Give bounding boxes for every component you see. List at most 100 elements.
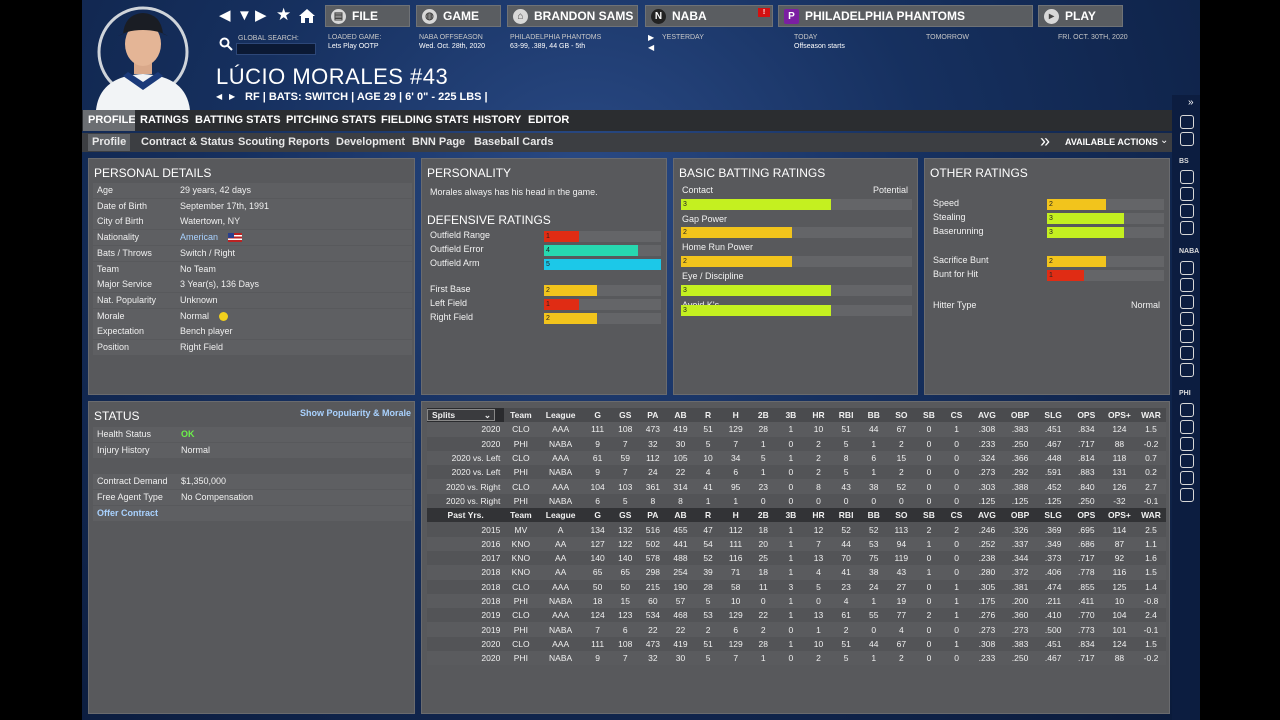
right-margin: [1200, 0, 1280, 720]
batting-rating-bar: 3: [681, 199, 912, 210]
diamond-icon[interactable]: [1180, 278, 1194, 292]
transfer-icon[interactable]: [1180, 454, 1194, 468]
expand-chevron-icon[interactable]: »: [1040, 131, 1051, 151]
stats-cell: 122: [618, 538, 633, 549]
stats-cell: 1: [954, 424, 959, 435]
rating-bar: 2: [1047, 199, 1164, 210]
personal-row: Date of Birth September 17th, 1991: [93, 198, 412, 214]
health-value: OK: [181, 429, 195, 439]
mail-icon[interactable]: [1180, 187, 1194, 201]
free-agent-value: No Compensation: [181, 492, 254, 502]
play-button[interactable]: ▸ PLAY: [1038, 5, 1123, 27]
stats-header: Team: [510, 410, 532, 421]
search-icon[interactable]: [1180, 204, 1194, 218]
home-icon[interactable]: [1180, 170, 1194, 184]
stats-cell: 2020 vs. Left: [451, 467, 501, 478]
dollar-icon[interactable]: [1180, 471, 1194, 485]
back-arrow-icon[interactable]: ◀: [219, 7, 231, 24]
baseball-icon[interactable]: [1180, 329, 1194, 343]
manager-button[interactable]: ⌂ BRANDON SAMS: [507, 5, 638, 27]
globe-icon: ◍: [422, 9, 437, 24]
stats-cell: 2: [816, 653, 821, 664]
diamond-icon[interactable]: [1180, 437, 1194, 451]
league-button[interactable]: N NABA !: [645, 5, 773, 27]
tab-pitching-stats[interactable]: PITCHING STATS: [281, 110, 382, 131]
stats-cell: .308: [978, 638, 996, 649]
tab-profile[interactable]: PROFILE: [83, 110, 141, 131]
splits-select-box[interactable]: Splits ⌄: [427, 409, 495, 422]
stats-cell: 2.4: [1145, 610, 1157, 621]
stats-header: OPS+: [1107, 510, 1131, 521]
globe-icon[interactable]: [1180, 132, 1194, 146]
stats-cell: AA: [554, 538, 567, 549]
stats-cell: 0: [926, 581, 932, 592]
search-icon[interactable]: [219, 37, 233, 56]
personal-row-value: Unknown: [180, 294, 218, 305]
gear-icon[interactable]: [1180, 488, 1194, 502]
stats-header: Team: [510, 510, 532, 521]
home-icon[interactable]: [298, 8, 316, 29]
stats-cell: .276: [978, 610, 996, 621]
stats-cell: .303: [978, 481, 996, 492]
stats-cell: 22: [675, 467, 686, 478]
star-icon[interactable]: ★: [276, 5, 292, 24]
sidebar-expand-icon[interactable]: »: [1188, 97, 1194, 108]
actions-chevron-icon[interactable]: ⌄: [1160, 135, 1169, 146]
tab-history[interactable]: HISTORY: [468, 110, 527, 131]
stats-cell: 18: [592, 596, 603, 606]
subtab-bnn-page[interactable]: BNN Page: [412, 136, 466, 148]
tab-editor[interactable]: EDITOR: [523, 110, 575, 131]
stats-cell: AA: [554, 553, 567, 564]
past-row: 2019 CLO AAA 124 123 534 468 53 129 22 1 13 61 55 77 2 1…: [427, 608, 1166, 623]
lineup-icon[interactable]: [1180, 420, 1194, 434]
stats-cell: .834: [1078, 638, 1095, 649]
stats-cell: KNO: [511, 567, 531, 578]
subtab-scouting-reports[interactable]: Scouting Reports: [238, 136, 330, 148]
available-actions-button[interactable]: AVAILABLE ACTIONS: [1065, 137, 1158, 147]
chart-icon[interactable]: [1180, 312, 1194, 326]
stats-cell: 0: [898, 495, 904, 506]
gear-icon[interactable]: [1180, 221, 1194, 235]
file-button[interactable]: ▤ FILE: [325, 5, 410, 27]
yesterday-back-icon[interactable]: ◀: [648, 43, 655, 52]
stats-cell: 61: [841, 610, 851, 621]
subtab-contract-status[interactable]: Contract & Status: [141, 136, 234, 148]
list-icon[interactable]: [1180, 295, 1194, 309]
rating-value: 2: [1049, 258, 1053, 265]
offer-contract-link[interactable]: Offer Contract: [97, 508, 159, 518]
stats-cell: 2: [898, 438, 904, 449]
game-button[interactable]: ◍ GAME: [416, 5, 501, 27]
team-logo-icon: P: [784, 9, 799, 24]
global-search-input[interactable]: [236, 43, 316, 55]
stats-cell: 1.6: [1145, 553, 1157, 564]
batting-rating-bar: 3: [681, 285, 912, 296]
stats-header-row: Splits ⌄ Team League G GS PA AB R H 2B 3B HR RBI BB SO S…: [427, 408, 1166, 423]
potential-label: Potential: [873, 185, 909, 195]
gear-icon[interactable]: [1180, 363, 1194, 377]
show-popularity-link[interactable]: Show Popularity & Morale: [300, 408, 412, 418]
home-icon[interactable]: [1180, 261, 1194, 275]
transfer-icon[interactable]: [1180, 346, 1194, 360]
subtab-development[interactable]: Development: [336, 136, 406, 148]
batting-rating-value: 3: [683, 307, 687, 314]
tab-batting-stats[interactable]: BATTING STATS: [190, 110, 286, 131]
forward-arrow-icon[interactable]: ▶: [255, 7, 267, 24]
tab-ratings[interactable]: RATINGS: [135, 110, 194, 131]
home-icon[interactable]: [1180, 403, 1194, 417]
file-icon: ▤: [331, 9, 346, 24]
check-circle-icon[interactable]: [1180, 115, 1194, 129]
splits-select[interactable]: Splits ⌄: [427, 408, 505, 423]
stats-cell: 2020 vs. Right: [445, 481, 501, 492]
yesterday-play-icon[interactable]: ▶: [648, 33, 655, 42]
team-button[interactable]: P PHILADELPHIA PHANTOMS: [778, 5, 1033, 27]
next-player-icon[interactable]: ▶: [229, 92, 236, 101]
stats-cell: .211: [1045, 596, 1062, 606]
stats-cell: 124: [1112, 638, 1127, 649]
batting-rating-bar: 3: [681, 305, 912, 316]
stats-cell: 104: [1112, 610, 1127, 621]
subtab-baseball-cards[interactable]: Baseball Cards: [474, 136, 554, 148]
dropdown-arrow-icon[interactable]: ▼: [237, 7, 252, 24]
prev-player-icon[interactable]: ◀: [216, 92, 223, 101]
tab-fielding-stats[interactable]: FIELDING STATS: [376, 110, 475, 131]
subtab-profile[interactable]: Profile: [88, 134, 131, 151]
